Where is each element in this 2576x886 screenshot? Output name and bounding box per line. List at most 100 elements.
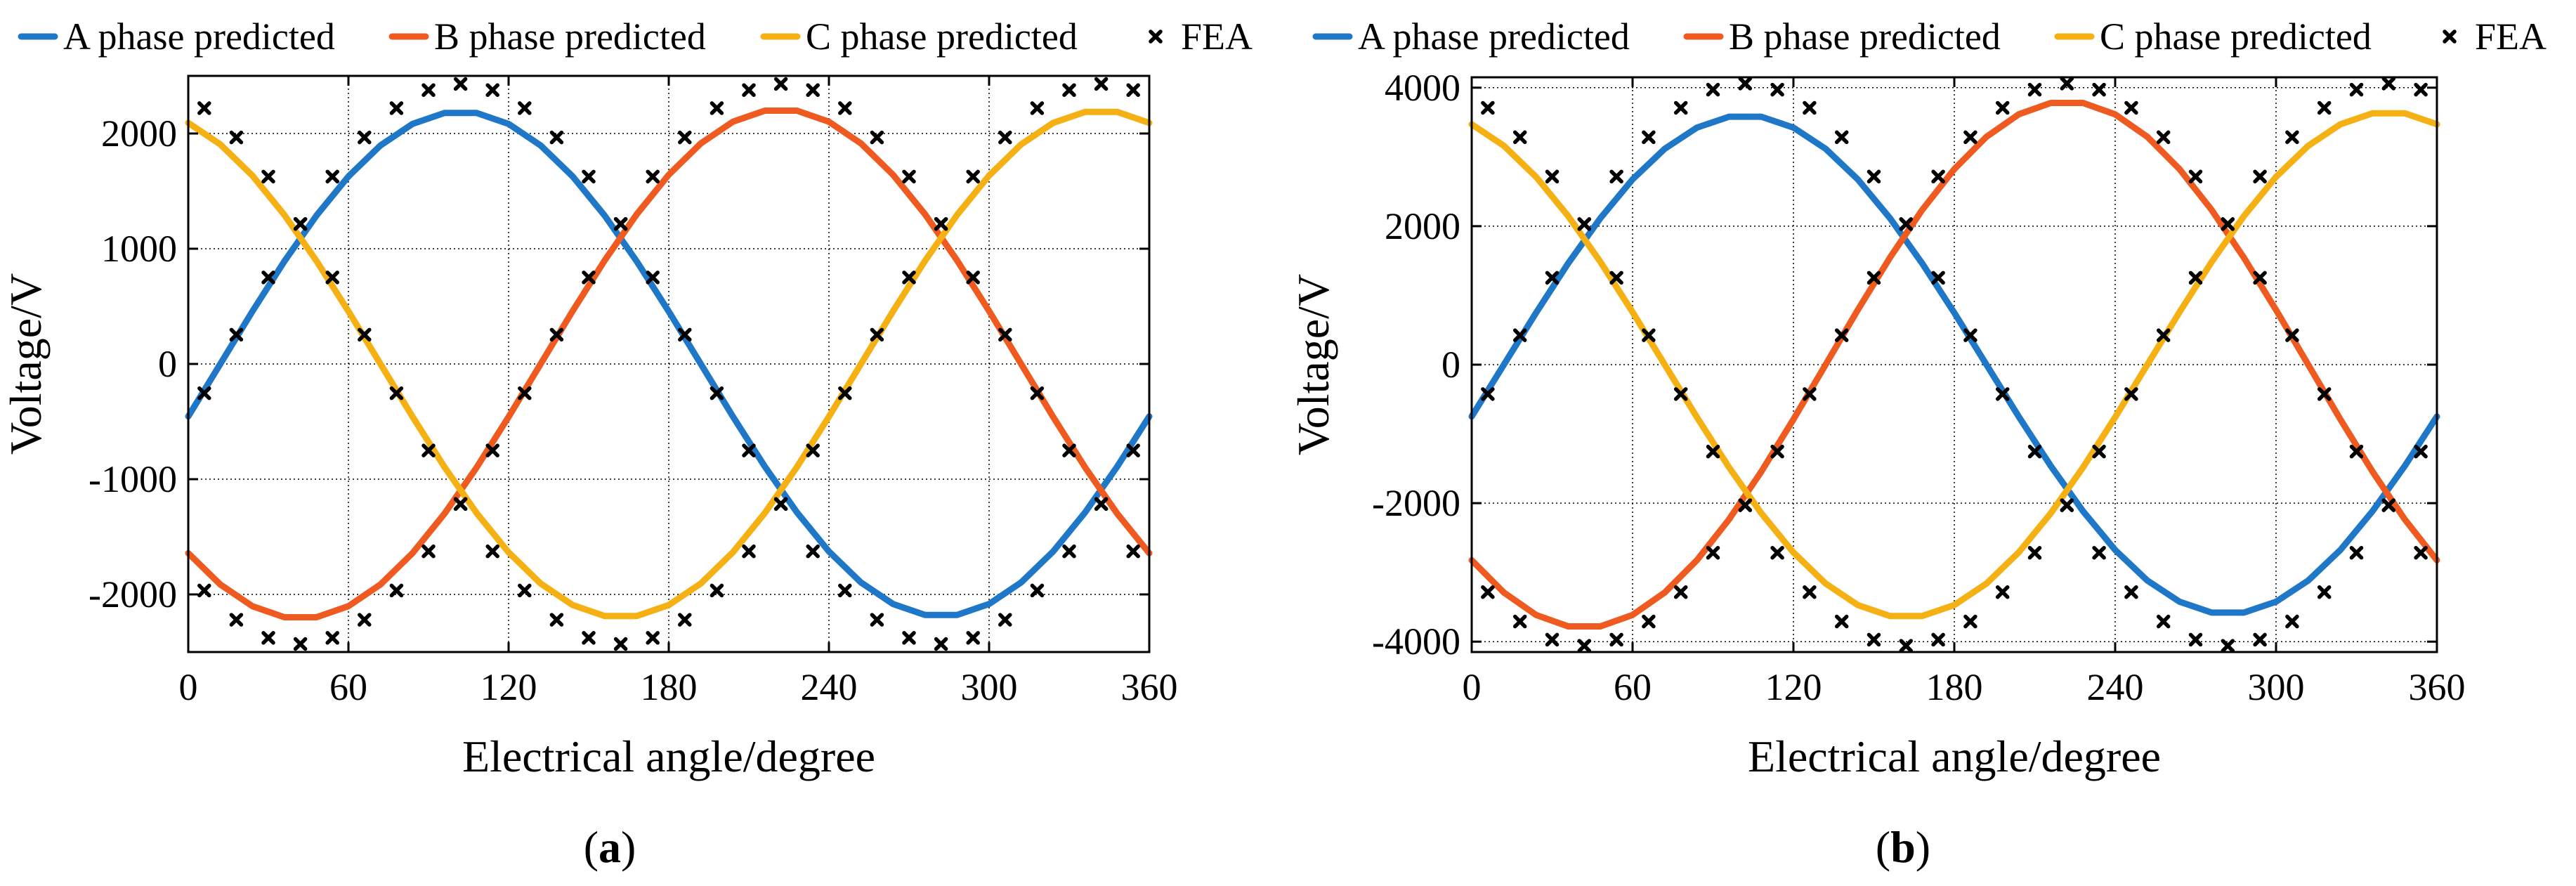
fea-marker bbox=[1545, 169, 1560, 184]
fea-marker bbox=[2092, 545, 2106, 560]
legend-label: C phase predicted bbox=[806, 15, 1078, 58]
fea-marker bbox=[2124, 100, 2138, 115]
fea-marker bbox=[1030, 386, 1045, 400]
fea-marker bbox=[2188, 169, 2203, 184]
fea-marker bbox=[2092, 82, 2106, 97]
fea-marker bbox=[1577, 639, 1592, 653]
legend-label: A phase predicted bbox=[63, 15, 335, 58]
series-line-b bbox=[1468, 100, 2440, 630]
x-tick-label: 60 bbox=[1614, 666, 1652, 708]
y-tick-label: 2000 bbox=[101, 112, 177, 155]
fea-marker bbox=[421, 544, 436, 559]
y-axis-label: Voltage/V bbox=[1, 273, 51, 455]
panel-label-a: (a) bbox=[583, 822, 636, 872]
fea-marker bbox=[934, 637, 948, 651]
fea-marker bbox=[2060, 498, 2074, 512]
fea-marker bbox=[389, 583, 404, 598]
fea-marker bbox=[2317, 585, 2332, 599]
fea-marker bbox=[2124, 387, 2138, 401]
fea-marker bbox=[261, 271, 275, 285]
fea-marker bbox=[2349, 444, 2364, 459]
fea-marker bbox=[1126, 443, 1140, 457]
fea-marker bbox=[1706, 545, 1720, 560]
fea-marker bbox=[838, 583, 852, 598]
fea-marker bbox=[646, 271, 660, 285]
y-tick-label: 2000 bbox=[1385, 205, 1460, 247]
fea-marker bbox=[2253, 271, 2267, 285]
fea-marker bbox=[293, 637, 308, 651]
fea-marker bbox=[1481, 100, 1495, 115]
fea-marker bbox=[549, 613, 564, 627]
x-tick-label: 0 bbox=[1463, 666, 1482, 708]
fea-markers bbox=[197, 77, 1140, 651]
fea-marker bbox=[1642, 328, 1656, 342]
fea-marker bbox=[358, 613, 372, 627]
fea-marker bbox=[1030, 583, 1045, 598]
fea-marker bbox=[453, 77, 468, 91]
legend-label: C phase predicted bbox=[2100, 15, 2372, 58]
fea-marker bbox=[453, 497, 468, 512]
fea-marker bbox=[678, 613, 692, 627]
x-tick-label: 120 bbox=[1765, 666, 1822, 708]
fea-marker bbox=[1673, 387, 1688, 401]
legend-label: FEA bbox=[1181, 15, 1253, 58]
fea-marker bbox=[2414, 444, 2428, 459]
fea-marker bbox=[1706, 444, 1720, 459]
x-axis-label: Electrical angle/degree bbox=[1748, 731, 2161, 781]
y-tick-label: -4000 bbox=[1372, 620, 1460, 663]
chart-a-plot: 0 60 120 180 240 300 360 -2000 -1000 0 1000 2000 Ele… bbox=[1, 15, 1253, 781]
fea-marker bbox=[1963, 328, 1977, 342]
fea-marker bbox=[838, 101, 852, 115]
fea-marker bbox=[229, 613, 244, 627]
fea-marker bbox=[742, 443, 756, 457]
fea-marker bbox=[773, 497, 788, 512]
fea-markers bbox=[1481, 77, 2428, 653]
fea-marker bbox=[934, 216, 948, 231]
x-tick-label: 180 bbox=[641, 666, 698, 708]
fea-marker bbox=[742, 544, 756, 559]
fea-marker bbox=[2156, 130, 2171, 145]
x-tick-label: 360 bbox=[1121, 666, 1178, 708]
fea-marker bbox=[1512, 130, 1527, 145]
x-tick-label: 240 bbox=[801, 666, 858, 708]
fea-marker bbox=[358, 130, 372, 145]
fea-marker bbox=[806, 443, 820, 457]
fea-marker bbox=[710, 101, 724, 115]
fea-marker bbox=[549, 327, 564, 342]
fea-marker bbox=[966, 271, 980, 285]
fea-marker bbox=[1770, 545, 1784, 560]
fea-marker bbox=[518, 101, 532, 115]
fea-marker bbox=[1866, 169, 1881, 184]
fea-marker bbox=[1803, 387, 1817, 401]
fea-marker bbox=[1770, 82, 1784, 97]
fea-marker bbox=[2124, 585, 2138, 599]
x-axis-label: Electrical angle/degree bbox=[462, 731, 875, 781]
fea-marker bbox=[2381, 498, 2396, 512]
fea-marker bbox=[1834, 130, 1849, 145]
fea-marker bbox=[421, 443, 436, 457]
fea-marker bbox=[582, 631, 596, 645]
fea-marker bbox=[485, 544, 499, 559]
fea-marker bbox=[1963, 130, 1977, 145]
fea-marker bbox=[902, 169, 916, 184]
fea-marker bbox=[998, 613, 1012, 627]
fea-marker bbox=[1126, 544, 1140, 559]
fea-marker bbox=[1577, 217, 1592, 231]
fea-marker bbox=[806, 544, 820, 559]
y-axis-label: Voltage/V bbox=[1288, 274, 1338, 455]
fea-marker bbox=[966, 631, 980, 645]
fea-marker bbox=[613, 216, 628, 231]
legend-label: FEA bbox=[2475, 15, 2546, 58]
legend-swatch-fea bbox=[1149, 30, 1163, 44]
fea-marker bbox=[1094, 497, 1109, 512]
fea-marker bbox=[325, 169, 339, 184]
fea-marker bbox=[485, 443, 499, 457]
fea-marker bbox=[998, 130, 1012, 145]
fea-marker bbox=[2027, 545, 2042, 560]
fea-marker bbox=[1030, 101, 1045, 115]
fea-marker bbox=[325, 631, 339, 645]
fea-marker bbox=[1931, 632, 1945, 647]
series-line-c bbox=[1468, 110, 2440, 620]
fea-marker bbox=[613, 637, 628, 651]
fea-marker bbox=[2381, 77, 2396, 91]
